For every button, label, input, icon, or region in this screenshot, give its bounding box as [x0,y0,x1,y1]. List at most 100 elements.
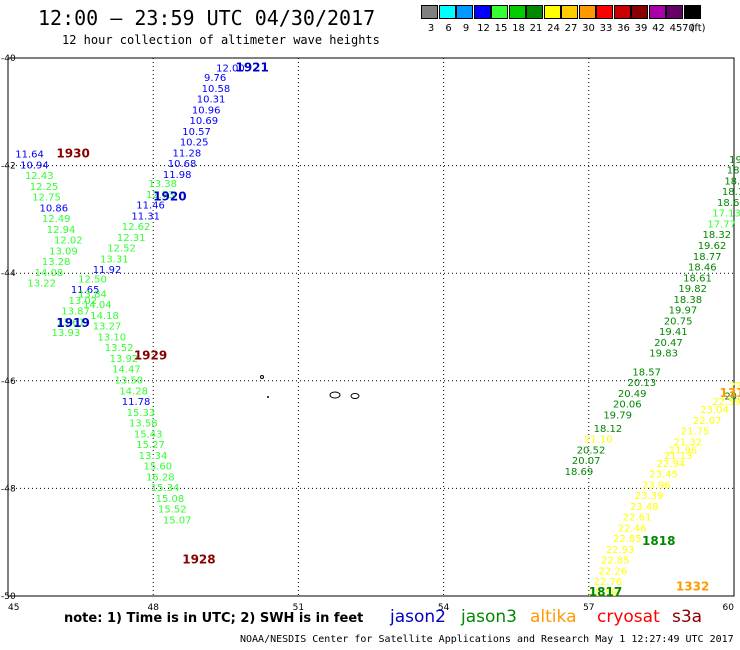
pass-time-label: 1817 [589,585,622,599]
wave-height-value: 11.46 [136,201,165,212]
pass-time-label: 1928 [182,553,215,567]
satellite-name: jason2 [390,607,446,627]
wave-height-value: 21.96 [669,445,698,456]
wave-height-value: 22.26 [598,566,627,577]
lon-tick-label: 54 [438,603,450,613]
legend-swatch [578,5,596,19]
wave-height-value: 25.58 [589,588,618,599]
wave-height-value: 23.04 [700,405,729,416]
legend-swatch [438,5,456,19]
wave-height-value: 13.84 [78,289,107,300]
pass-time-label: 1920 [153,190,186,204]
island-outline [260,375,264,379]
wave-height-value: 12.73 [146,190,175,201]
island-outline [329,391,341,399]
wave-height-value: 13.38 [148,179,177,190]
legend-label: 9 [462,23,470,34]
legend-label: 42 [652,23,665,34]
legend-label: 45 [669,23,683,34]
wave-height-value: 19.41 [659,327,688,338]
wave-height-value: 13.27 [93,322,122,333]
wave-height-value: 15.34 [151,483,180,494]
legend-swatch [666,5,683,19]
wave-height-value: 11.92 [93,265,122,276]
pass-time-label: 1919 [56,316,89,330]
wave-height-value: 11.78 [122,397,151,408]
lon-tick-label: 57 [583,603,594,613]
lon-tick-label: 45 [8,603,19,613]
wave-height-value: 22.68 [729,381,740,392]
wave-height-value: 15.43 [134,429,163,440]
wave-height-value: 13.93 [52,328,81,339]
wave-height-value: 18.1 [722,187,740,198]
legend-swatch [613,5,631,19]
lon-tick-label: 51 [293,603,304,613]
wave-height-value: 21.32 [674,437,703,448]
lat-tick-label: -42 [1,162,16,172]
wave-height-value: 11.65 [71,285,100,296]
legend-label: 33 [599,23,613,34]
legend-swatch [683,5,701,19]
legend-label: 6 [445,23,452,34]
legend-label: 12 [477,23,490,34]
wave-height-value: 12.52 [107,244,136,255]
wave-height-value: 12.49 [42,214,71,225]
pass-time-label: 1921 [235,60,268,74]
wave-height-value: 23.45 [649,470,678,481]
legend-swatch [456,5,473,19]
wave-height-value: 14.18 [90,311,119,322]
wave-height-value: 15.52 [158,505,187,516]
wave-height-value: 22.46 [618,523,647,534]
pass-time-label: 1930 [56,147,89,161]
legend-swatch [631,5,648,19]
legend-swatch [473,5,491,19]
legend-label: 27 [564,23,578,34]
lat-tick-label: -40 [1,54,16,64]
wave-height-value: 14.04 [83,300,112,311]
wave-height-value: 14.47 [112,365,141,376]
map-frame [7,57,735,597]
wave-height-value: 21.10 [584,435,613,446]
wave-height-value: 13.10 [98,332,127,343]
legend-label: 70 [682,23,695,34]
wave-height-value: 15.27 [136,440,165,451]
wave-height-value: 20.52 [577,445,606,456]
wave-height-value: 10.57 [182,127,211,138]
wave-height-value: 10.94 [20,160,49,171]
wave-height-value: 22.85 [601,556,630,567]
wave-height-value: 18.60 [717,198,740,209]
wave-height-value: 18.69 [565,467,594,478]
wave-height-value: 13.58 [129,419,158,430]
wave-height-value: 20.49 [618,389,647,400]
wave-height-value: 20.47 [654,338,683,349]
wave-height-value: 20.07 [572,456,601,467]
wave-height-value: 18.12 [594,424,623,435]
wave-height-value: 10.68 [168,159,197,170]
wave-height-value: 12.94 [47,225,76,236]
wave-height-value: 13.31 [100,254,129,265]
island-outline [267,396,269,398]
wave-height-value: 19.83 [649,349,678,360]
satellite-name: s3a [672,607,703,627]
legend-label: 15 [494,23,508,34]
wave-height-value: 13.50 [114,375,143,386]
wave-height-value: 13.02 [69,296,98,307]
wave-height-value: 18.46 [688,263,717,274]
wave-height-value: 18.61 [683,273,712,284]
wave-height-value: 22.85 [613,534,642,545]
page-subtitle: 12 hour collection of altimeter wave hei… [62,33,380,47]
wave-height-value: 10.25 [180,138,209,149]
legend-label: 36 [617,23,630,34]
legend-label: 18 [512,23,525,34]
lon-tick-label: 60 [723,603,735,613]
wave-height-value: 22.07 [693,416,722,427]
wave-height-value: 10.31 [197,95,226,106]
wave-height-value: 19.62 [698,241,727,252]
pass-time-label: 1318 [719,386,740,400]
wave-height-value: 11.31 [131,211,160,222]
legend-unit: (ft) [690,23,706,34]
satellite-name: jason3 [461,607,517,627]
wave-height-value: 10.96 [192,105,221,116]
wave-height-value: 21.13 [664,451,693,462]
credit-line: NOAA/NESDIS Center for Satellite Applica… [240,634,734,645]
